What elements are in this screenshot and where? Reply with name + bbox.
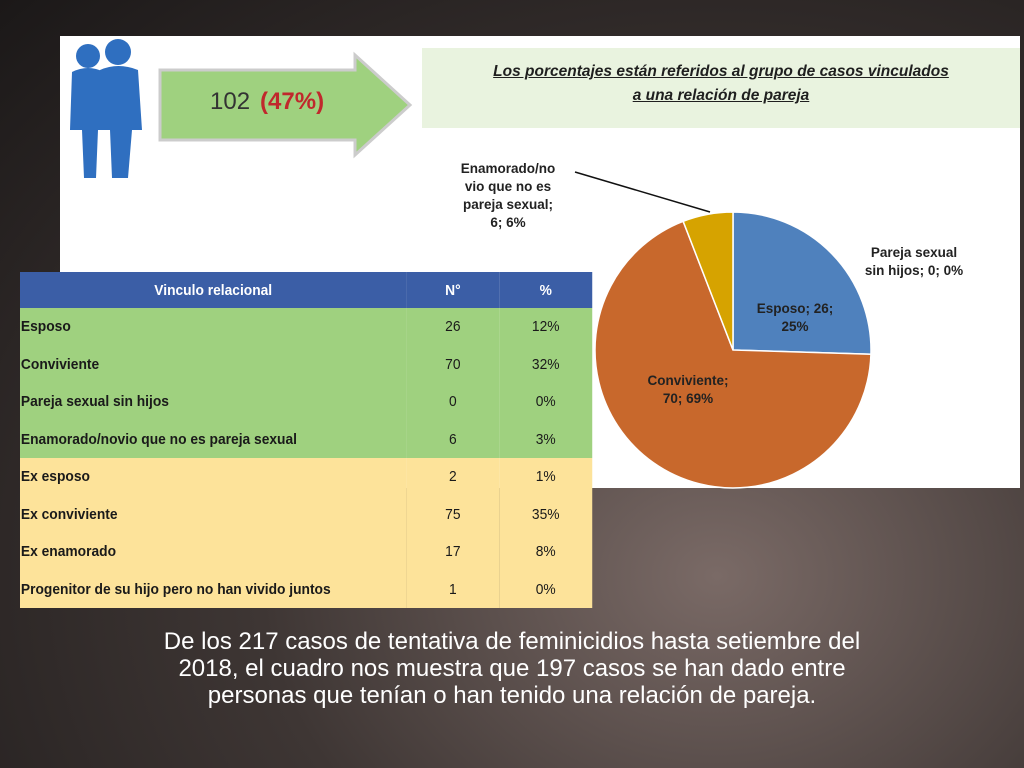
table-cell: Pareja sexual sin hijos	[20, 383, 407, 421]
table-cell: Esposo	[20, 308, 407, 346]
caption-line: personas que tenían o han tenido una rel…	[207, 682, 817, 709]
table-cell: 8%	[499, 533, 593, 571]
table-cell: 0%	[499, 383, 593, 421]
table-cell: 0%	[499, 570, 593, 608]
table-cell: 32%	[499, 345, 593, 383]
table-row: Conviviente 70 32%	[20, 345, 593, 383]
table-row: Ex enamorado 17 8%	[20, 533, 593, 571]
header-cell: %	[499, 272, 593, 308]
table-cell: 2	[406, 458, 500, 496]
table-cell: 75	[406, 495, 500, 533]
table: Vinculo relacional N°% Esposo 26 12% Convivie…	[20, 272, 593, 608]
data-label: Conviviente; 70; 69%	[647, 373, 729, 406]
table-cell: Ex esposo	[20, 458, 407, 496]
caption-line: 2018, el cuadro nos muestra que 197 caso…	[178, 655, 846, 682]
table-cell: 70	[406, 345, 500, 383]
count: 102	[210, 88, 251, 115]
table-row: Esposo 26 12%	[20, 308, 593, 346]
data-label: Pareja sexual sin hijos; 0; 0%	[864, 245, 964, 278]
header-cell: N°	[406, 272, 500, 308]
pie-slice	[682, 211, 734, 351]
table-row: Progenitor de su hijo pero no han vivido…	[20, 570, 593, 608]
badge: 102 (47%)	[210, 88, 324, 116]
table-cell: 26	[406, 308, 500, 346]
table-cell: Ex enamorado	[20, 533, 407, 571]
table-cell: 6	[406, 420, 500, 458]
percent: (47%)	[260, 88, 325, 115]
header-cell: Vinculo relacional	[20, 272, 407, 308]
table-cell: 1%	[499, 458, 593, 496]
table-cell: 12%	[499, 308, 593, 346]
table-cell: 1	[406, 570, 500, 608]
data-label: Esposo; 26; 25%	[756, 301, 834, 334]
note-line: Los porcentajes están referidos al grupo…	[493, 63, 949, 80]
table-cell: Enamorado/novio que no es pareja sexual	[20, 420, 407, 458]
caption: De los 217 casos de tentativa de feminic…	[60, 628, 964, 709]
table-row: Pareja sexual sin hijos 0 0%	[20, 383, 593, 421]
table-cell: Ex conviviente	[20, 495, 407, 533]
arrow	[158, 51, 413, 159]
caption-line: De los 217 casos de tentativa de feminic…	[163, 628, 861, 655]
table-cell: Conviviente	[20, 345, 407, 383]
pie-slice	[594, 220, 872, 489]
table-cell: 17	[406, 533, 500, 571]
note-line: a una relación de pareja	[632, 87, 810, 104]
pie-slice	[732, 211, 872, 356]
table-row: Ex conviviente 75 35%	[20, 495, 593, 533]
table-row: Ex esposo 2 1%	[20, 458, 593, 496]
note: Los porcentajes están referidos al grupo…	[422, 48, 1020, 128]
table-cell: 0	[406, 383, 500, 421]
table-cell: Progenitor de su hijo pero no han vivido…	[20, 570, 407, 608]
leader-line	[574, 171, 711, 213]
table-cell: 3%	[499, 420, 593, 458]
data-label: Enamorado/no vio que no es pareja sexual…	[460, 161, 556, 230]
couple-icon	[70, 39, 142, 178]
table-row: Enamorado/novio que no es pareja sexual 6…	[20, 420, 593, 458]
table-cell: 35%	[499, 495, 593, 533]
